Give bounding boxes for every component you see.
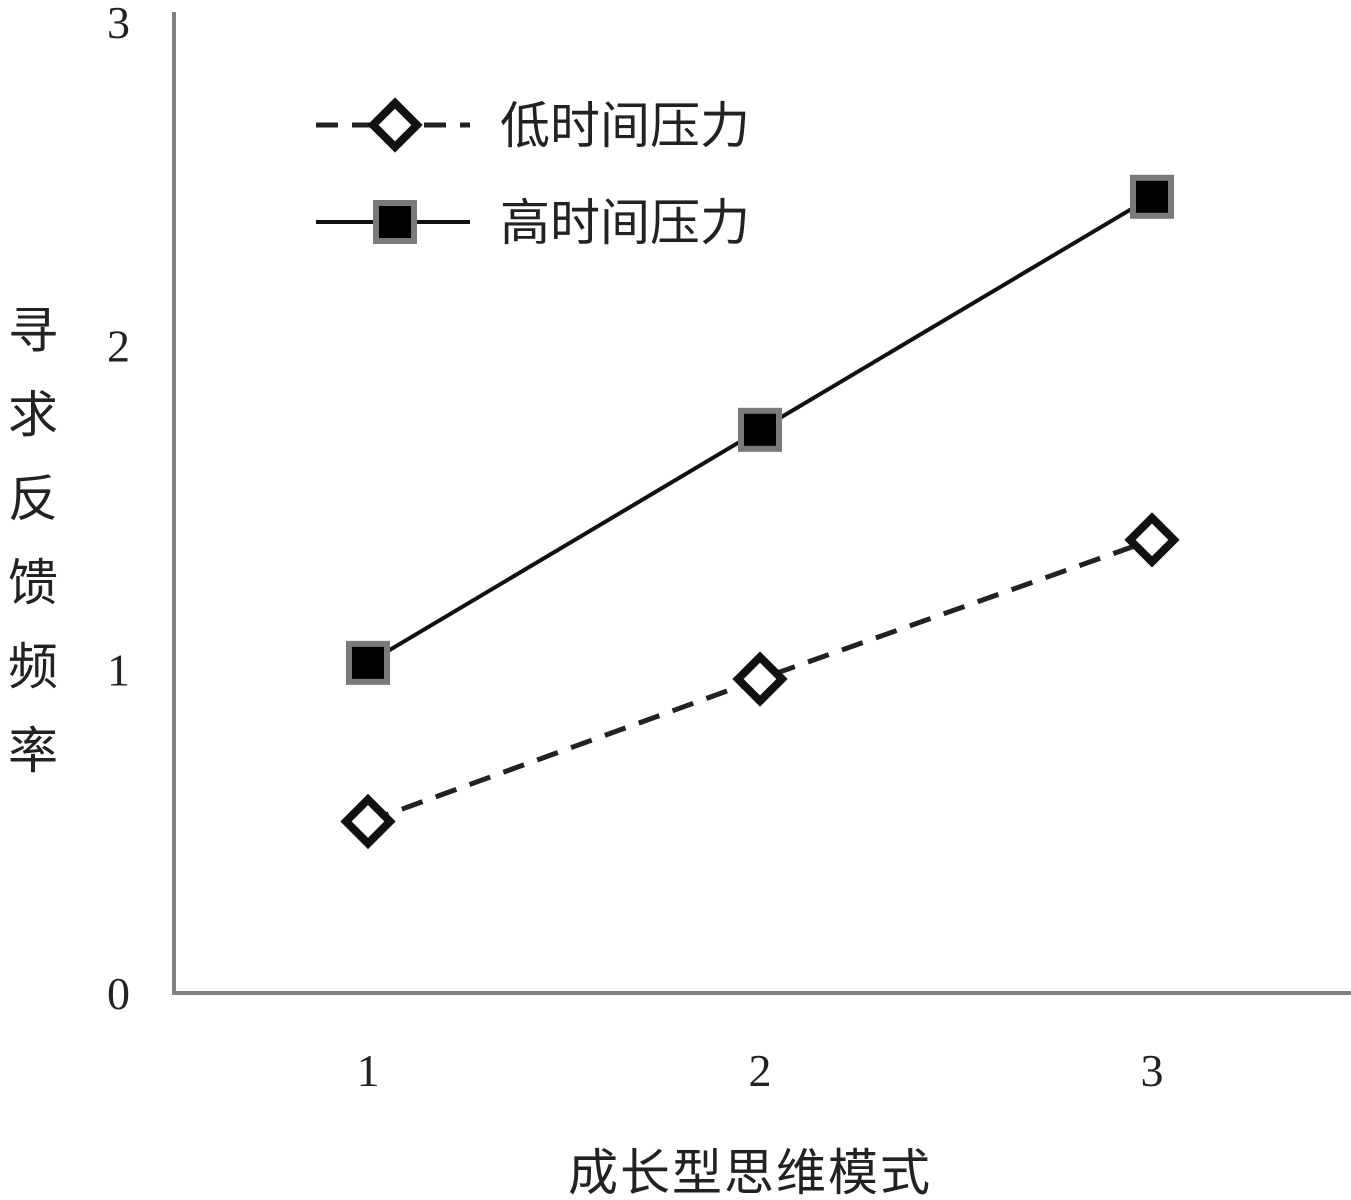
axis-titles: 成长型思维模式 寻求反馈频率 bbox=[8, 302, 932, 1200]
y-axis-title-char: 频 bbox=[8, 638, 58, 696]
y-axis-title-char: 求 bbox=[8, 386, 58, 444]
x-tick-labels: 1 2 3 bbox=[357, 1045, 1164, 1096]
data-point-diamond bbox=[1124, 512, 1180, 568]
y-axis-title-char: 馈 bbox=[8, 554, 58, 612]
legend-marker-square bbox=[373, 200, 417, 244]
x-tick-label: 1 bbox=[357, 1045, 380, 1096]
x-tick-label: 3 bbox=[1141, 1045, 1164, 1096]
data-point-diamond bbox=[340, 793, 396, 850]
y-tick-label: 2 bbox=[107, 321, 130, 372]
y-axis-title-char: 率 bbox=[8, 722, 58, 780]
data-point-square bbox=[346, 640, 390, 685]
y-axis-title: 寻求反馈频率 bbox=[8, 302, 58, 780]
legend-label: 低时间压力 bbox=[500, 97, 750, 155]
y-tick-label: 0 bbox=[107, 968, 130, 1019]
legend-entry: 高时间压力 bbox=[316, 194, 750, 252]
x-tick-label: 2 bbox=[749, 1045, 772, 1096]
y-axis-title-char: 寻 bbox=[8, 302, 58, 360]
y-tick-labels: 0 1 2 3 bbox=[107, 0, 130, 1019]
legend-marker-diamond bbox=[367, 97, 423, 153]
y-tick-label: 1 bbox=[107, 644, 130, 695]
series-1 bbox=[340, 512, 1180, 850]
data-point-square bbox=[1130, 174, 1174, 219]
legend-label: 高时间压力 bbox=[500, 194, 750, 252]
series-layer bbox=[340, 174, 1180, 850]
legend-entry: 低时间压力 bbox=[316, 97, 750, 155]
y-tick-label: 3 bbox=[107, 0, 130, 48]
data-point-diamond bbox=[732, 651, 788, 707]
series-2 bbox=[346, 174, 1174, 685]
x-axis-title: 成长型思维模式 bbox=[568, 1144, 932, 1200]
axes bbox=[172, 12, 1351, 995]
data-point-square bbox=[738, 407, 782, 452]
y-axis-title-char: 反 bbox=[8, 470, 58, 528]
